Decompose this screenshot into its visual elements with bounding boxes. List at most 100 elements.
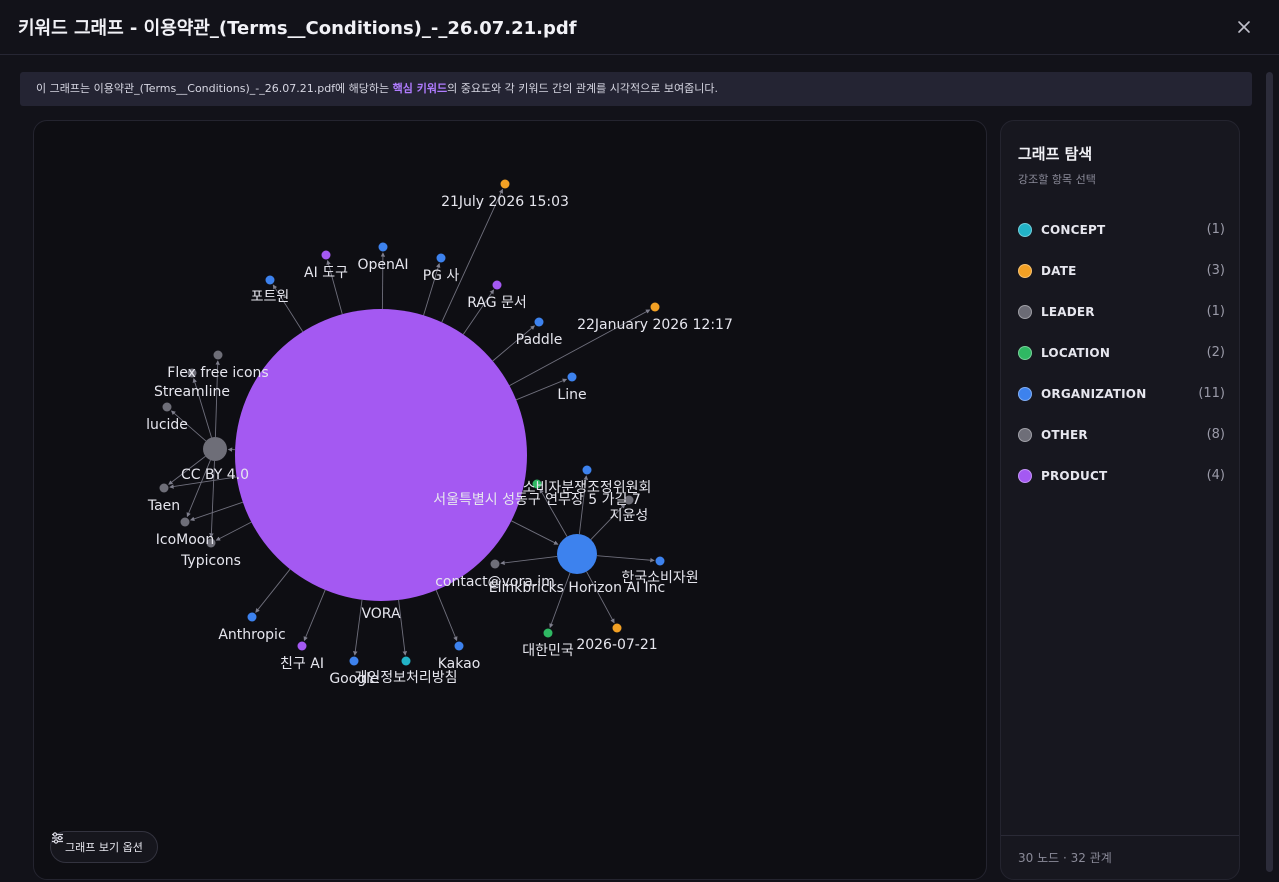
legend-count: (8) (1206, 427, 1225, 442)
graph-node-kca[interactable] (582, 465, 592, 475)
sliders-icon (52, 832, 63, 844)
graph-node-taen[interactable] (159, 483, 169, 493)
node-label-rag: RAG 문서 (467, 295, 527, 311)
node-label-flex: Flex free icons (167, 365, 268, 381)
edge-elinkbricks-d3 (586, 571, 615, 624)
legend-list: CONCEPT (1) DATE (3) LEADER (1) LOCATION (2) ORG… (1015, 209, 1225, 496)
edge-elinkbricks-contact (500, 555, 558, 566)
node-label-vora: VORA (361, 606, 401, 622)
graph-node-korea[interactable] (543, 628, 553, 638)
graph-options-button[interactable]: 그래프 보기 옵션 (50, 831, 158, 863)
edge-vora-d1 (441, 188, 503, 323)
edge-vora-openai (380, 252, 386, 310)
node-label-address: 서울특별시 성동구 연무장 5 가길 7 (433, 492, 641, 508)
node-label-taen: Taen (147, 498, 180, 514)
legend-label: CONCEPT (1041, 222, 1106, 237)
graph-node-vora[interactable] (235, 309, 527, 601)
graph-node-anthropic[interactable] (247, 612, 257, 622)
graph-node-rag[interactable] (492, 280, 502, 290)
graph-panel[interactable]: VORA Elinkbricks Horizon AI Inc CC BY 4.0 2… (33, 120, 987, 880)
graph-node-friend[interactable] (297, 641, 307, 651)
node-label-streamline: Streamline (154, 384, 230, 400)
graph-node-elinkbricks[interactable] (557, 534, 597, 574)
legend-item-organization[interactable]: ORGANIZATION (11) (1015, 373, 1225, 414)
legend-item-other[interactable]: OTHER (8) (1015, 414, 1225, 455)
graph-node-kakao[interactable] (454, 641, 464, 651)
edge-vora-taen (169, 476, 237, 489)
graph-explore-panel: 그래프 탐색 강조할 항목 선택 CONCEPT (1) DATE (3) LEADER… (1000, 120, 1240, 880)
edge-ccby-lucide (170, 410, 207, 442)
legend-color-dot (1018, 304, 1032, 319)
graph-node-jiyun[interactable] (624, 495, 634, 505)
legend-item-leader[interactable]: LEADER (1) (1015, 291, 1225, 332)
graph-node-d3[interactable] (612, 623, 622, 633)
node-label-privacy: 개인정보처리방침 (354, 670, 457, 686)
legend-item-location[interactable]: LOCATION (2) (1015, 332, 1225, 373)
graph-node-d1[interactable] (500, 179, 510, 189)
graph-node-portone[interactable] (265, 275, 275, 285)
legend-label: ORGANIZATION (1041, 386, 1147, 401)
graph-node-lucide[interactable] (162, 402, 172, 412)
edge-vora-privacy (398, 599, 408, 656)
legend-item-concept[interactable]: CONCEPT (1) (1015, 209, 1225, 250)
graph-node-pg[interactable] (436, 253, 446, 263)
graph-node-streamline[interactable] (187, 368, 197, 378)
graph-node-address[interactable] (532, 479, 542, 489)
graph-node-typicons[interactable] (206, 538, 216, 548)
node-label-kakao: Kakao (438, 656, 481, 672)
node-label-d1: 21July 2026 15:03 (441, 194, 569, 210)
graph-node-d2[interactable] (650, 302, 660, 312)
graph-node-icomoon[interactable] (180, 517, 190, 527)
edge-vora-icomoon (189, 501, 243, 521)
close-icon (1238, 21, 1250, 33)
legend-item-product[interactable]: PRODUCT (4) (1015, 455, 1225, 496)
edge-vora-elinkbricks (511, 520, 559, 545)
graph-node-ai_tool[interactable] (321, 250, 331, 260)
legend-label: DATE (1041, 263, 1077, 278)
graph-node-openai[interactable] (378, 242, 388, 252)
edge-vora-d2 (509, 309, 651, 387)
legend-item-date[interactable]: DATE (3) (1015, 250, 1225, 291)
edge-elinkbricks-kca (578, 475, 589, 535)
keyword-graph[interactable]: VORA Elinkbricks Horizon AI Inc CC BY 4.0 2… (34, 121, 987, 880)
edge-vora-friend (303, 589, 326, 642)
legend-label: LEADER (1041, 304, 1095, 319)
edge-vora-paddle (492, 325, 535, 362)
legend-color-dot (1018, 263, 1032, 278)
node-label-kca: 소비자분쟁조정위원회 (523, 480, 652, 496)
graph-node-paddle[interactable] (534, 317, 544, 327)
edge-vora-ai_tool (326, 260, 343, 315)
node-label-portone: 포트원 (251, 289, 290, 305)
edge-ccby-taen (168, 455, 206, 485)
edge-ccby-typicons (209, 460, 215, 538)
legend-color-dot (1018, 468, 1032, 483)
node-label-pg: PG 사 (423, 268, 460, 284)
edge-vora-typicons (215, 521, 252, 541)
graph-node-line[interactable] (567, 372, 577, 382)
node-label-ai_tool: AI 도구 (304, 265, 348, 281)
node-label-d3: 2026-07-21 (576, 637, 657, 653)
graph-node-contact[interactable] (490, 559, 500, 569)
title-bar: 키워드 그래프 - 이용약관_(Terms__Conditions)_-_26.… (0, 0, 1279, 55)
scrollbar[interactable] (1266, 72, 1273, 872)
node-label-consumer: 한국소비자원 (621, 570, 698, 586)
legend-color-dot (1018, 427, 1032, 442)
close-button[interactable] (1231, 14, 1257, 40)
graph-node-google[interactable] (349, 656, 359, 666)
edge-elinkbricks-korea (549, 572, 571, 629)
legend-count: (2) (1206, 345, 1225, 360)
banner-suffix: 의 중요도와 각 키워드 간의 관계를 시각적으로 보여줍니다. (447, 82, 718, 95)
legend-count: (4) (1206, 468, 1225, 483)
node-label-ccby: CC BY 4.0 (181, 467, 249, 483)
graph-node-ccby[interactable] (203, 437, 227, 461)
graph-node-privacy[interactable] (401, 656, 411, 666)
node-label-icomoon: IcoMoon (156, 532, 214, 548)
node-label-line: Line (557, 387, 586, 403)
graph-node-flex[interactable] (213, 350, 223, 360)
graph-node-consumer[interactable] (655, 556, 665, 566)
edge-ccby-icomoon (186, 459, 211, 518)
window-title: 키워드 그래프 - 이용약관_(Terms__Conditions)_-_26.… (18, 18, 577, 39)
node-label-lucide: lucide (146, 417, 188, 433)
edge-vora-line (515, 378, 568, 401)
node-label-korea: 대한민국 (522, 643, 574, 659)
